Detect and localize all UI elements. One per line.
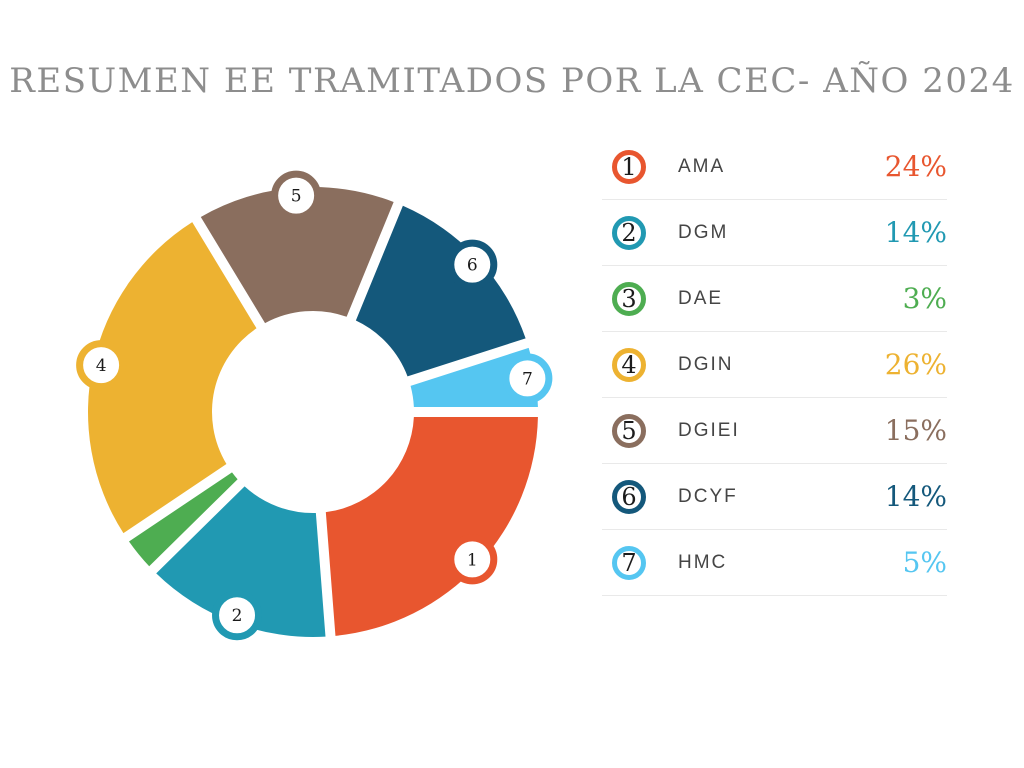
legend-item-number-badge: 2	[612, 215, 646, 250]
chart-badge-number: 1	[467, 550, 478, 570]
legend-item-number-badge: 5	[612, 413, 646, 448]
chart-badge-number: 4	[96, 356, 107, 376]
page-title: RESUMEN EE TRAMITADOS POR LA CEC- AÑO 20…	[9, 60, 1015, 101]
chart-segment-dgm	[156, 486, 326, 637]
chart-badge-circle	[447, 239, 498, 290]
legend-item-value: 3%	[902, 281, 947, 315]
chart-badge-4: 4	[76, 340, 127, 391]
chart-badge-number: 2	[232, 606, 243, 626]
legend-row: 3 DAE 3%	[602, 266, 947, 332]
legend-item-number: 1	[621, 152, 637, 181]
legend-item-label: DGIN	[678, 353, 734, 375]
legend: 1 AMA 24% 2 DGM 14% 3 DAE 3% 4 DGIN 26% …	[602, 134, 947, 596]
donut-chart: 1 2 4 5 6 7	[53, 152, 573, 672]
legend-row: 7 HMC 5%	[602, 530, 947, 596]
chart-badge-circle	[212, 590, 263, 641]
legend-item-number-badge: 3	[612, 281, 646, 316]
legend-item-label: AMA	[678, 155, 726, 177]
legend-item-number-badge: 6	[612, 479, 646, 514]
chart-badge-circle	[502, 353, 553, 404]
chart-segment-dgin	[88, 222, 257, 534]
chart-badge-circle	[76, 340, 127, 391]
legend-item-number: 4	[621, 350, 637, 379]
legend-item-label: DAE	[678, 287, 724, 309]
chart-badge-circle	[271, 170, 322, 221]
legend-row: 4 DGIN 26%	[602, 332, 947, 398]
legend-item-value: 24%	[884, 149, 947, 183]
legend-item-label: HMC	[678, 551, 728, 573]
legend-item-number-badge: 4	[612, 347, 646, 382]
chart-segment-dgiei	[200, 187, 394, 324]
legend-item-number: 3	[621, 284, 637, 313]
chart-badge-circle	[447, 534, 498, 585]
legend-row: 5 DGIEI 15%	[602, 398, 947, 464]
chart-badge-2: 2	[212, 590, 263, 641]
chart-badge-7: 7	[502, 353, 553, 404]
legend-item-value: 14%	[884, 479, 947, 513]
legend-item-number: 2	[621, 218, 637, 247]
chart-segment-ama	[325, 417, 538, 636]
chart-badge-1: 1	[447, 534, 498, 585]
legend-item-value: 5%	[902, 545, 947, 579]
chart-badge-number: 5	[291, 187, 302, 207]
legend-row: 1 AMA 24%	[602, 134, 947, 200]
legend-item-label: DCYF	[678, 485, 738, 507]
legend-item-value: 26%	[884, 347, 947, 381]
chart-badge-6: 6	[447, 239, 498, 290]
legend-item-value: 15%	[884, 413, 947, 447]
chart-badge-number: 7	[522, 369, 533, 389]
legend-item-number: 5	[621, 416, 637, 445]
chart-segment-hmc	[410, 347, 538, 407]
legend-row: 2 DGM 14%	[602, 200, 947, 266]
chart-badge-5: 5	[271, 170, 322, 221]
chart-segment-dcyf	[355, 205, 526, 377]
legend-item-number-badge: 7	[612, 545, 646, 580]
legend-item-number: 6	[621, 482, 637, 511]
legend-item-number: 7	[621, 548, 637, 577]
chart-badge-number: 6	[467, 256, 478, 276]
legend-row: 6 DCYF 14%	[602, 464, 947, 530]
legend-item-label: DGM	[678, 221, 729, 243]
legend-item-value: 14%	[884, 215, 947, 249]
legend-item-number-badge: 1	[612, 149, 646, 184]
chart-segment-dae	[128, 472, 238, 567]
donut-chart-svg: 1 2 4 5 6 7	[76, 170, 553, 641]
legend-item-label: DGIEI	[678, 419, 740, 441]
